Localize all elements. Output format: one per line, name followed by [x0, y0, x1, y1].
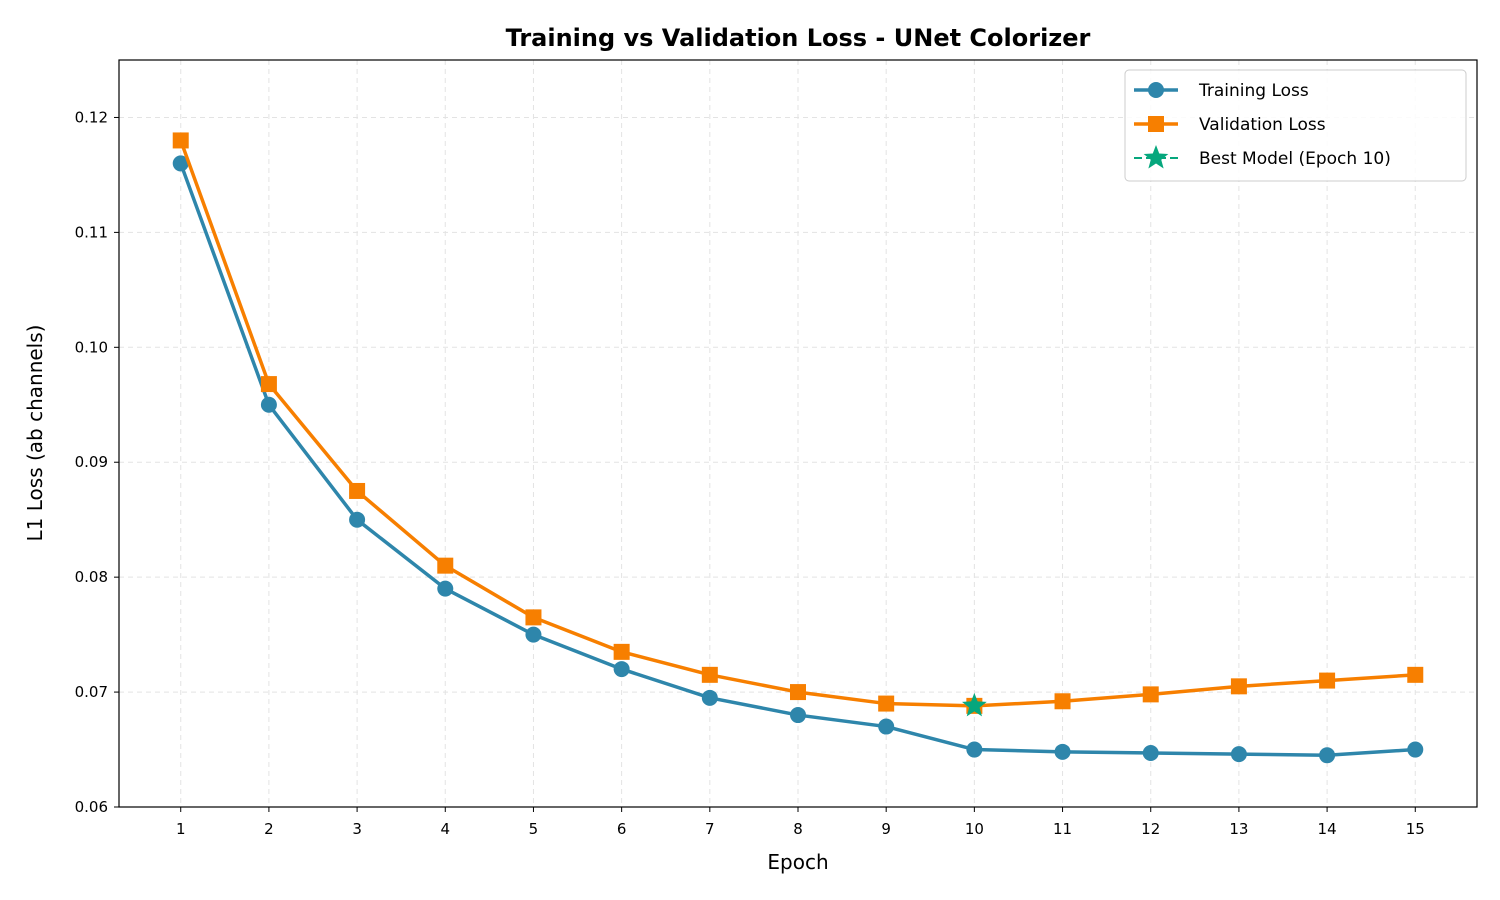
x-tick-label: 14	[1318, 820, 1337, 838]
y-tick-label: 0.10	[75, 338, 108, 356]
legend-marker-1	[1148, 116, 1164, 132]
training-point	[1230, 746, 1247, 763]
x-tick-label: 5	[529, 820, 539, 838]
training-point	[525, 626, 542, 643]
x-tick-label: 4	[440, 820, 450, 838]
legend-label-2: Best Model (Epoch 10)	[1199, 149, 1391, 169]
x-tick-label: 11	[1053, 820, 1072, 838]
training-point	[172, 155, 189, 172]
plot-frame	[118, 59, 1478, 808]
validation-point	[613, 643, 630, 660]
x-tick-label: 9	[881, 820, 891, 838]
best-model-star	[962, 692, 987, 717]
x-axis-label: Epoch	[767, 850, 828, 874]
validation-point	[1054, 693, 1071, 710]
validation-point	[349, 482, 366, 499]
validation-point	[437, 557, 454, 574]
y-tick-label: 0.12	[75, 108, 108, 126]
training-point	[1407, 741, 1424, 758]
legend-label-1: Validation Loss	[1199, 115, 1326, 135]
series-group	[172, 132, 1424, 764]
x-tick-label: 3	[352, 820, 362, 838]
x-tick-label: 7	[705, 820, 715, 838]
validation-point	[1319, 672, 1336, 689]
validation-point	[1142, 686, 1159, 703]
training-point	[1142, 744, 1159, 761]
legend-marker-0	[1148, 82, 1164, 98]
y-tick-label: 0.09	[75, 453, 108, 471]
training-point	[260, 396, 277, 413]
y-tick-label: 0.06	[75, 798, 108, 816]
training-point	[1319, 747, 1336, 764]
x-tick-label: 8	[793, 820, 803, 838]
axes: 1 2 3 4 5 6 7 8 9 10 11 12 13 14 150.060.070.080.090.1…	[75, 59, 1478, 838]
x-tick-label: 13	[1229, 820, 1248, 838]
validation-point	[525, 609, 542, 626]
x-tick-label: 12	[1141, 820, 1160, 838]
x-tick-label: 2	[264, 820, 274, 838]
validation-point	[790, 684, 806, 701]
training-point	[437, 580, 454, 597]
training-point	[701, 689, 718, 706]
y-tick-label: 0.08	[75, 568, 108, 586]
training-point	[613, 661, 630, 678]
best-model-group	[962, 692, 987, 717]
chart-title: Training vs Validation Loss - UNet Color…	[506, 24, 1091, 52]
legend-box	[1124, 69, 1467, 182]
training-point	[878, 718, 895, 735]
validation-point	[1407, 666, 1424, 683]
legend-marker-2	[1143, 145, 1169, 169]
validation-point	[878, 695, 895, 712]
y-axis-label: L1 Loss (ab channels)	[23, 325, 47, 542]
x-tick-label: 1	[176, 820, 186, 838]
training-point	[349, 511, 366, 528]
y-tick-label: 0.07	[75, 683, 108, 701]
training-point	[966, 741, 983, 758]
validation-point	[172, 132, 189, 149]
training-point	[790, 707, 806, 724]
validation-point	[1230, 678, 1247, 695]
validation-point	[701, 666, 718, 683]
training-point	[1054, 743, 1071, 760]
validation-point	[260, 376, 277, 393]
x-tick-label: 6	[617, 820, 627, 838]
y-tick-label: 0.11	[75, 223, 108, 241]
legend-label-0: Training Loss	[1198, 81, 1309, 101]
legend: Training Loss Validation Loss Best Model (…	[1124, 69, 1467, 182]
x-tick-label: 15	[1406, 820, 1425, 838]
x-tick-label: 10	[965, 820, 984, 838]
